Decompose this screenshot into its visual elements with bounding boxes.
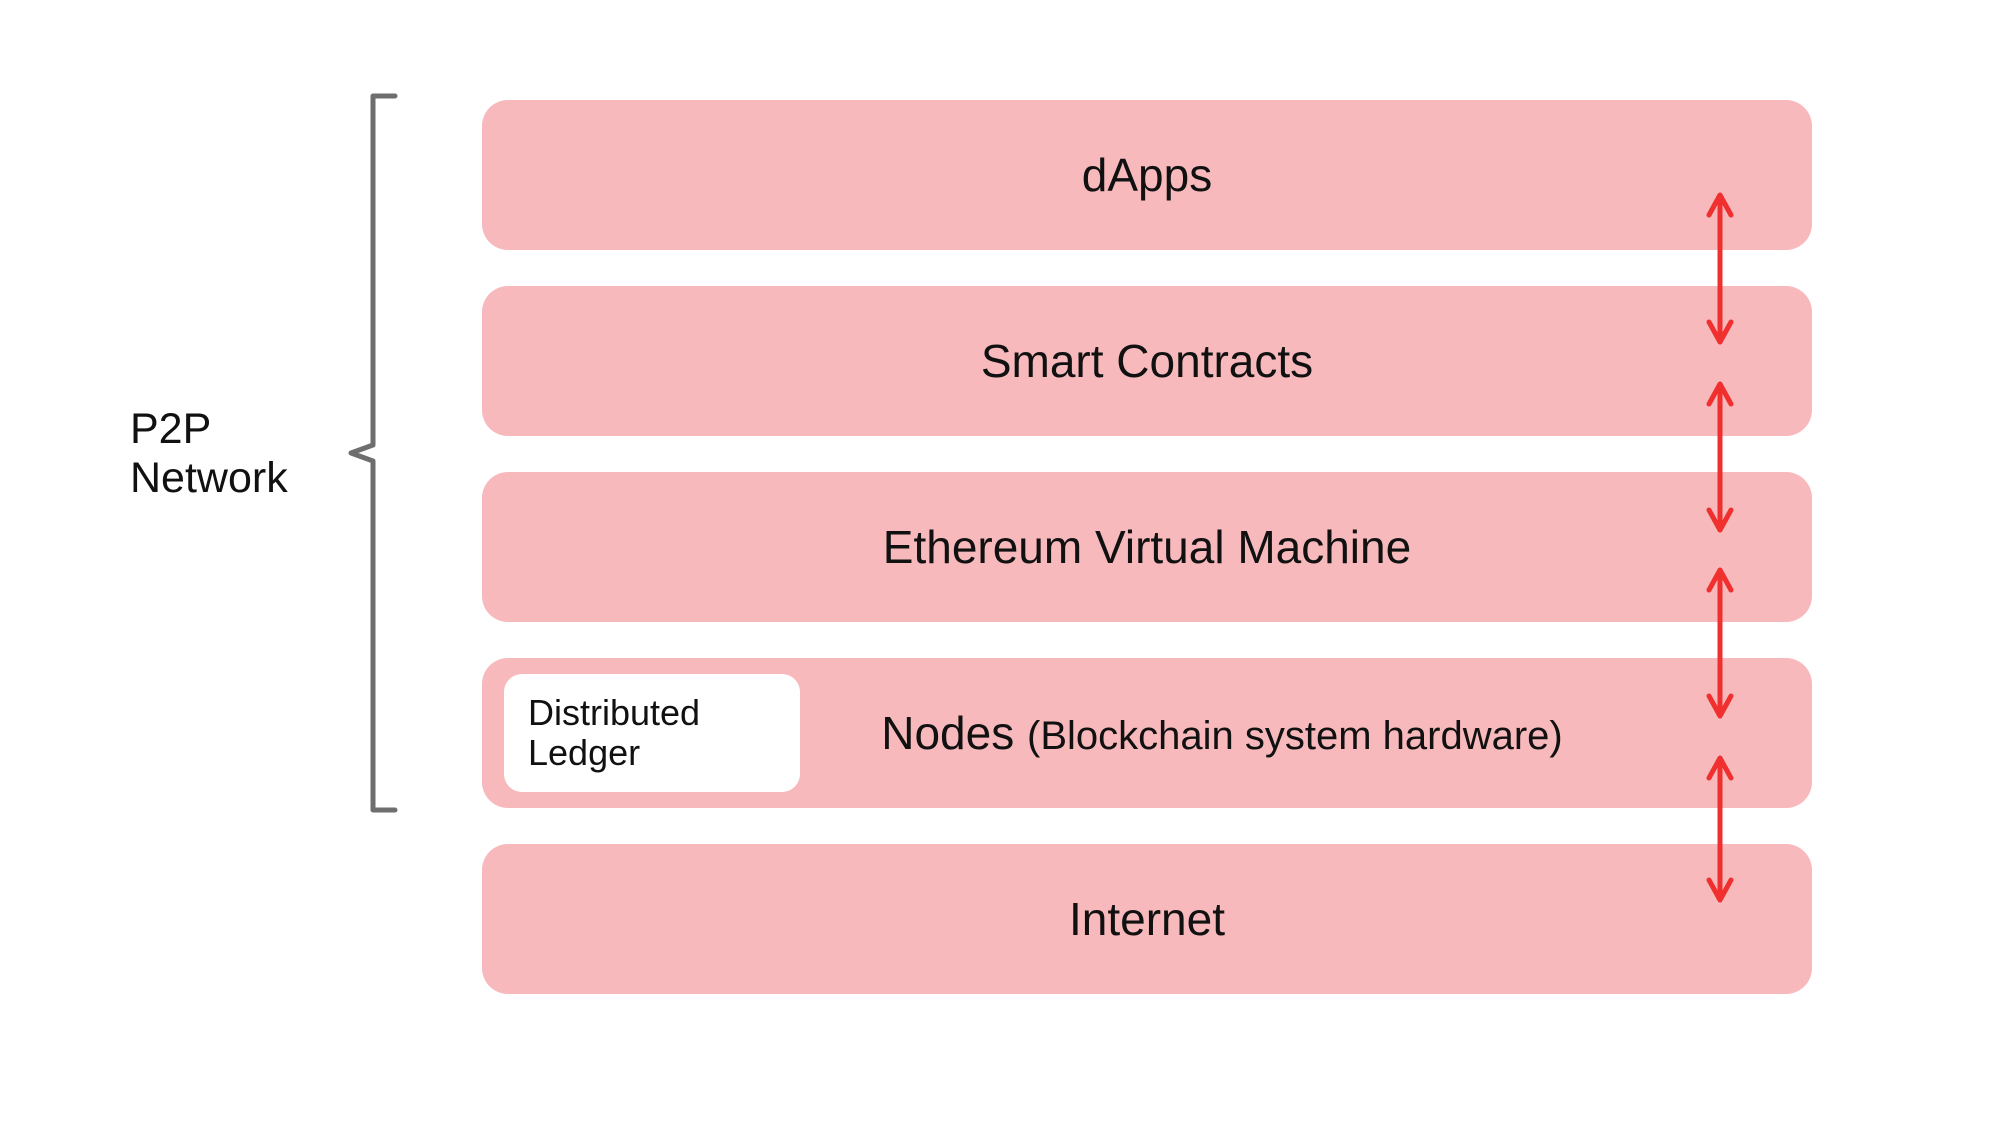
inset-line1: Distributed xyxy=(528,692,700,733)
brace-path xyxy=(351,96,395,810)
brace xyxy=(351,96,395,810)
layer-dapps: dApps xyxy=(482,100,1812,250)
layer-label-smart-contracts: Smart Contracts xyxy=(981,334,1313,388)
layer-evm: Ethereum Virtual Machine xyxy=(482,472,1812,622)
diagram-stage: P2P Network dApps Smart Contracts Ethere… xyxy=(0,0,2000,1131)
layer-internet: Internet xyxy=(482,844,1812,994)
layer-label-nodes-sub: (Blockchain system hardware) xyxy=(1027,714,1563,758)
layer-label-internet: Internet xyxy=(1069,892,1225,946)
layer-label-nodes-main: Nodes xyxy=(881,707,1014,759)
inset-line2: Ledger xyxy=(528,732,640,773)
layer-smart-contracts: Smart Contracts xyxy=(482,286,1812,436)
inset-distributed-ledger: Distributed Ledger xyxy=(504,674,800,792)
side-label-line2: Network xyxy=(130,454,288,502)
layer-label-dapps: dApps xyxy=(1082,148,1212,202)
inset-label: Distributed Ledger xyxy=(528,693,700,772)
side-label-p2p-network: P2P Network xyxy=(130,405,288,504)
layer-label-evm: Ethereum Virtual Machine xyxy=(883,520,1411,574)
layer-label-nodes: Nodes (Blockchain system hardware) xyxy=(731,706,1563,760)
side-label-line1: P2P xyxy=(130,405,211,453)
